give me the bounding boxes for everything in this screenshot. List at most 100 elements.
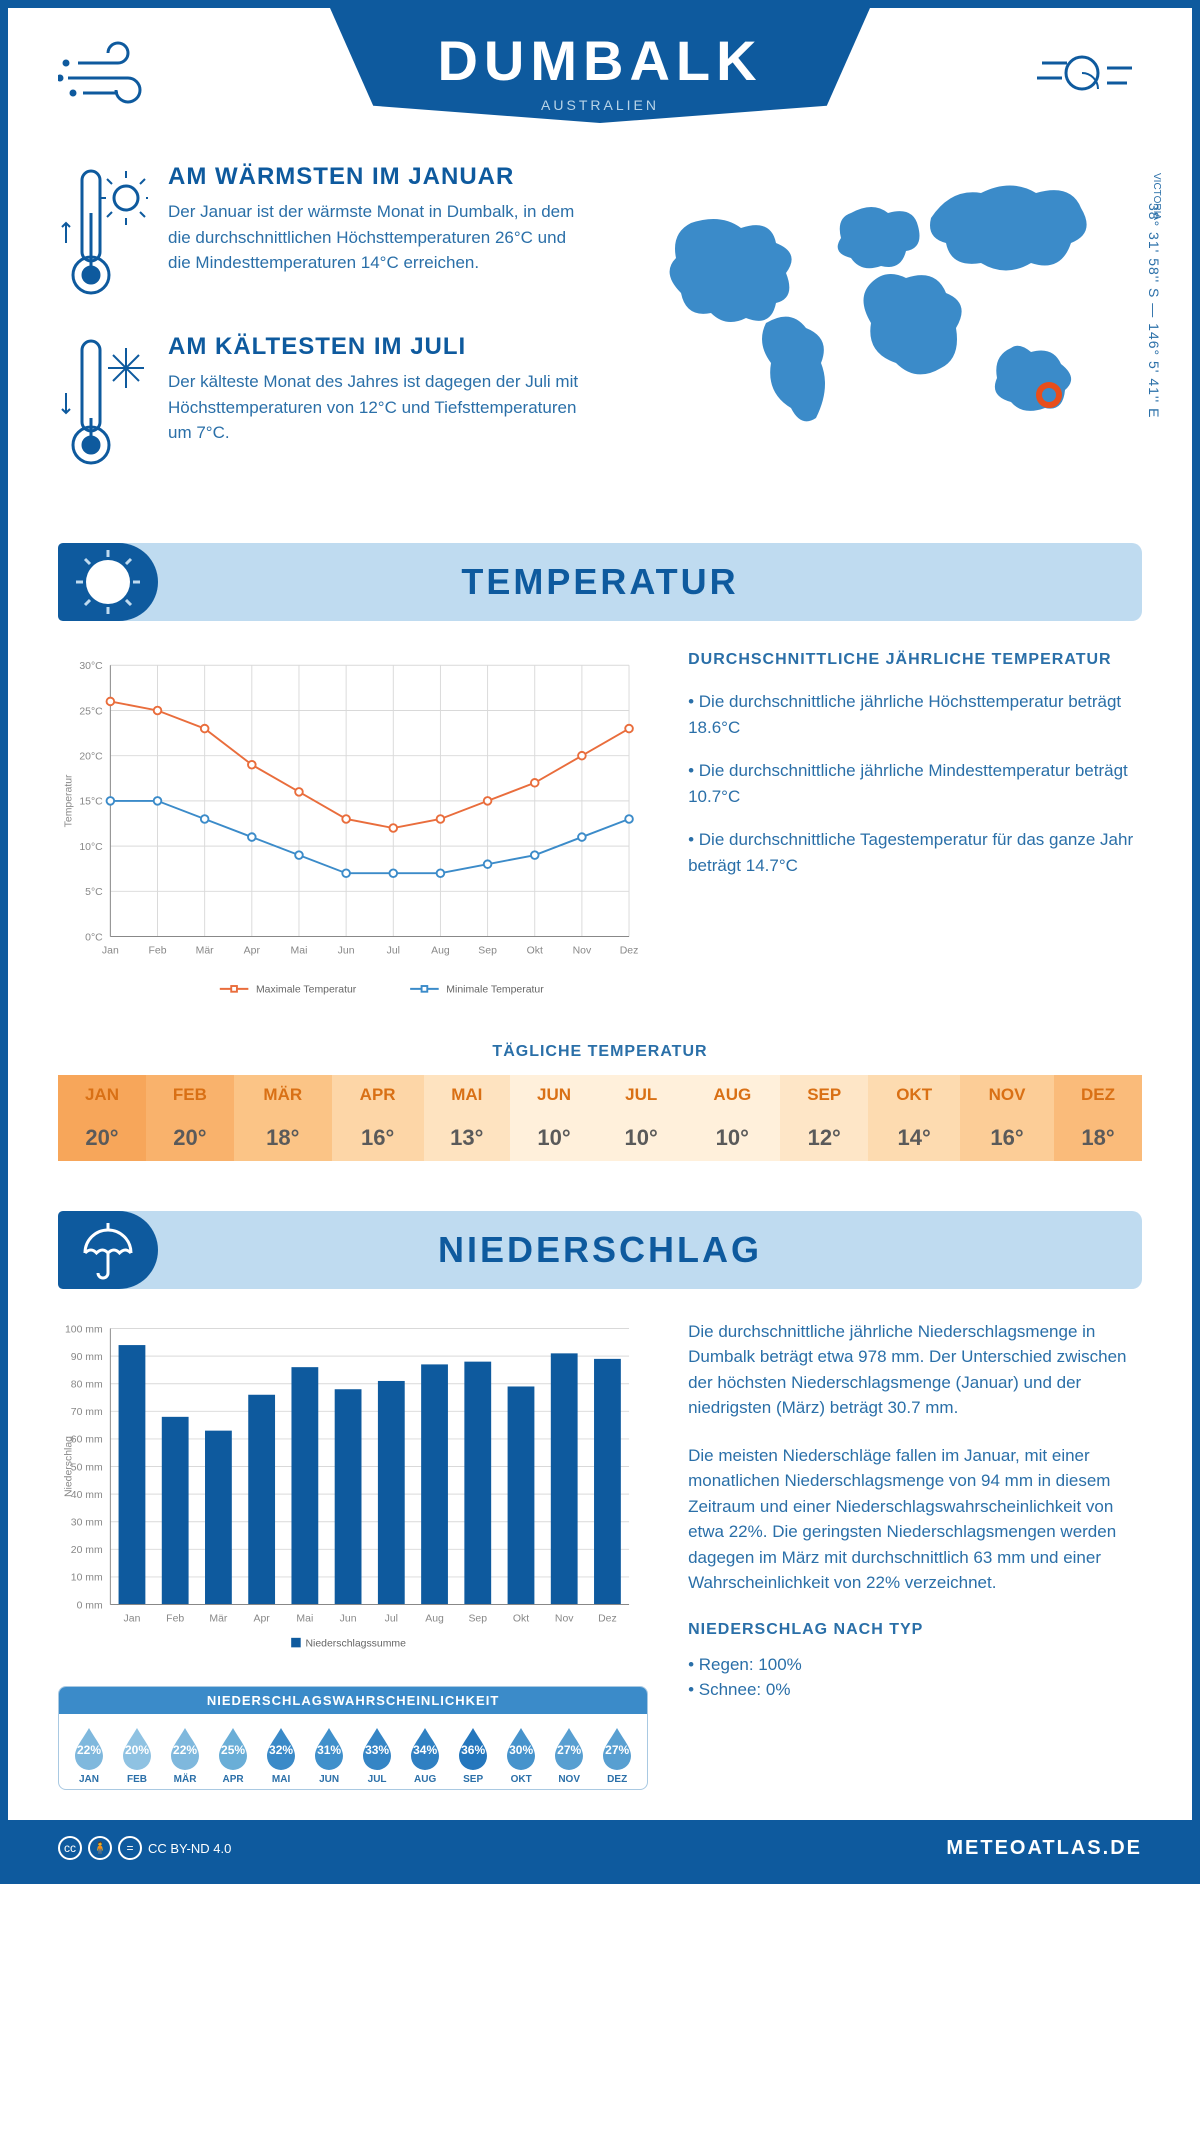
thermometer-cold-icon (58, 333, 148, 473)
svg-text:Nov: Nov (555, 1613, 574, 1624)
prob-cell: 22%JAN (65, 1726, 113, 1785)
precip-probability-box: NIEDERSCHLAGSWAHRSCHEINLICHKEIT 22%JAN20… (58, 1686, 648, 1790)
avg-temp-title: DURCHSCHNITTLICHE JÄHRLICHE TEMPERATUR (688, 651, 1142, 669)
month-header: DEZ (1054, 1075, 1142, 1115)
temp-value: 14° (868, 1115, 960, 1161)
intro-section: AM WÄRMSTEN IM JANUAR Der Januar ist der… (58, 163, 1142, 503)
svg-text:30°C: 30°C (79, 661, 103, 672)
svg-text:Jun: Jun (338, 946, 355, 957)
precip-by-type-title: NIEDERSCHLAG NACH TYP (688, 1618, 1142, 1642)
svg-text:20°C: 20°C (79, 751, 103, 762)
svg-text:10 mm: 10 mm (71, 1572, 103, 1583)
svg-text:Jul: Jul (385, 1613, 398, 1624)
temp-value: 16° (332, 1115, 424, 1161)
coldest-fact: AM KÄLTESTEN IM JULI Der kälteste Monat … (58, 333, 580, 473)
month-header: NOV (960, 1075, 1054, 1115)
svg-text:Niederschlagssumme: Niederschlagssumme (305, 1638, 406, 1649)
svg-text:0 mm: 0 mm (77, 1600, 103, 1611)
title-ribbon: DUMBALK AUSTRALIEN (330, 8, 870, 123)
svg-text:100 mm: 100 mm (65, 1324, 103, 1335)
temp-value: 13° (424, 1115, 510, 1161)
avg-temp-3: • Die durchschnittliche Tagestemperatur … (688, 827, 1142, 878)
license: cc 🧍 = CC BY-ND 4.0 (58, 1836, 231, 1860)
svg-text:30 mm: 30 mm (71, 1517, 103, 1528)
svg-text:Niederschlag: Niederschlag (63, 1435, 74, 1496)
month-header: MAI (424, 1075, 510, 1115)
avg-temp-1: • Die durchschnittliche jährliche Höchst… (688, 689, 1142, 740)
license-text: CC BY-ND 4.0 (148, 1841, 231, 1856)
prob-cell: 33%JUL (353, 1726, 401, 1785)
svg-text:25°C: 25°C (79, 706, 103, 717)
svg-text:Aug: Aug (425, 1613, 444, 1624)
svg-text:Nov: Nov (573, 946, 592, 957)
prob-cell: 25%APR (209, 1726, 257, 1785)
wind-icon (1022, 38, 1142, 118)
temperature-header: TEMPERATUR (58, 543, 1142, 621)
temp-value: 10° (510, 1115, 598, 1161)
svg-text:Aug: Aug (431, 946, 450, 957)
month-header: APR (332, 1075, 424, 1115)
nd-icon: = (118, 1836, 142, 1860)
umbrella-icon (58, 1211, 158, 1289)
month-header: JUL (598, 1075, 684, 1115)
svg-text:Mär: Mär (196, 946, 215, 957)
warmest-text: Der Januar ist der wärmste Monat in Dumb… (168, 199, 580, 276)
temperature-line-chart: 0°C5°C10°C15°C20°C25°C30°CJanFebMärAprMa… (58, 651, 648, 1013)
svg-text:Temperatur: Temperatur (63, 774, 74, 827)
month-header: OKT (868, 1075, 960, 1115)
svg-text:Maximale Temperatur: Maximale Temperatur (256, 985, 357, 996)
page-subtitle: AUSTRALIEN (390, 97, 810, 113)
temp-value: 18° (1054, 1115, 1142, 1161)
month-header: AUG (684, 1075, 780, 1115)
thermometer-hot-icon (58, 163, 148, 303)
cc-icon: cc (58, 1836, 82, 1860)
avg-temp-2: • Die durchschnittliche jährliche Mindes… (688, 758, 1142, 809)
prob-cell: 30%OKT (497, 1726, 545, 1785)
svg-text:90 mm: 90 mm (71, 1352, 103, 1363)
precip-title: NIEDERSCHLAG (76, 1229, 1124, 1271)
svg-text:5°C: 5°C (85, 887, 103, 898)
temp-value: 10° (684, 1115, 780, 1161)
precip-text-2: Die meisten Niederschläge fallen im Janu… (688, 1443, 1142, 1596)
prob-cell: 34%AUG (401, 1726, 449, 1785)
daily-temp-table: JANFEBMÄRAPRMAIJUNJULAUGSEPOKTNOVDEZ20°2… (58, 1075, 1142, 1161)
svg-text:Okt: Okt (527, 946, 543, 957)
svg-text:Feb: Feb (149, 946, 167, 957)
svg-text:60 mm: 60 mm (71, 1434, 103, 1445)
header: DUMBALK AUSTRALIEN (58, 38, 1142, 123)
precip-text-1: Die durchschnittliche jährliche Niedersc… (688, 1319, 1142, 1421)
svg-text:70 mm: 70 mm (71, 1407, 103, 1418)
svg-text:10°C: 10°C (79, 842, 103, 853)
world-map: VICTORIA 38° 31' 58'' S — 146° 5' 41'' E (620, 163, 1142, 503)
wind-icon (58, 38, 178, 118)
coldest-title: AM KÄLTESTEN IM JULI (168, 333, 580, 361)
month-header: SEP (780, 1075, 868, 1115)
prob-cell: 27%DEZ (593, 1726, 641, 1785)
svg-text:Jun: Jun (340, 1613, 357, 1624)
svg-text:50 mm: 50 mm (71, 1462, 103, 1473)
precip-bar-chart: 0 mm10 mm20 mm30 mm40 mm50 mm60 mm70 mm8… (58, 1319, 648, 1662)
temperature-title: TEMPERATUR (76, 561, 1124, 603)
month-header: JUN (510, 1075, 598, 1115)
svg-text:20 mm: 20 mm (71, 1545, 103, 1556)
svg-text:Sep: Sep (478, 946, 497, 957)
warmest-fact: AM WÄRMSTEN IM JANUAR Der Januar ist der… (58, 163, 580, 303)
temp-value: 20° (58, 1115, 146, 1161)
prob-cell: 22%MÄR (161, 1726, 209, 1785)
month-header: MÄR (234, 1075, 332, 1115)
temp-value: 20° (146, 1115, 234, 1161)
svg-text:Apr: Apr (244, 946, 261, 957)
footer: cc 🧍 = CC BY-ND 4.0 METEOATLAS.DE (8, 1820, 1192, 1876)
svg-text:0°C: 0°C (85, 932, 103, 943)
svg-text:Dez: Dez (598, 1613, 617, 1624)
svg-text:Feb: Feb (166, 1613, 184, 1624)
svg-text:Mai: Mai (296, 1613, 313, 1624)
month-header: FEB (146, 1075, 234, 1115)
prob-cell: 27%NOV (545, 1726, 593, 1785)
precip-by-type-1: • Regen: 100% (688, 1652, 1142, 1678)
page-title: DUMBALK (390, 28, 810, 93)
brand: METEOATLAS.DE (946, 1837, 1142, 1860)
svg-text:80 mm: 80 mm (71, 1379, 103, 1390)
prob-cell: 32%MAI (257, 1726, 305, 1785)
temp-value: 16° (960, 1115, 1054, 1161)
